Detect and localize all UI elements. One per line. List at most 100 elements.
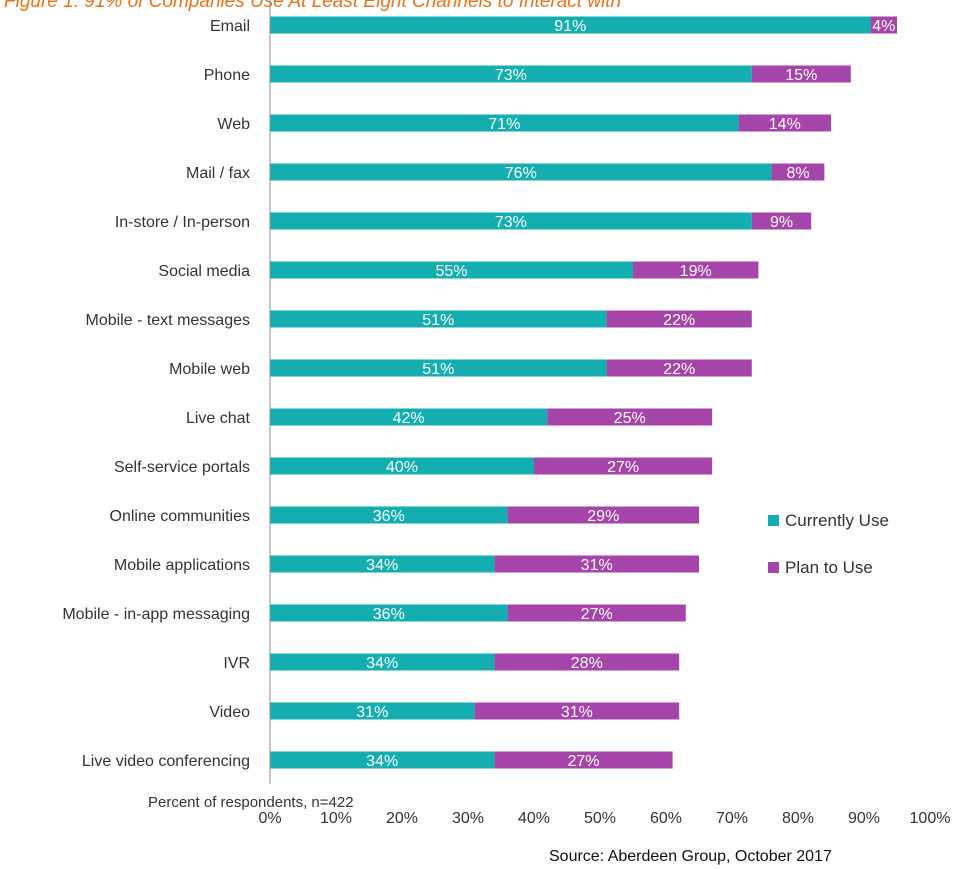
x-tick-label: 90% <box>848 810 880 827</box>
bar-plan-to-use <box>633 261 759 279</box>
data-label: 34% <box>366 557 398 574</box>
category-label: Mobile - in-app messaging <box>62 606 250 623</box>
bar-currently-use <box>270 702 475 720</box>
category-label: Mobile web <box>169 361 250 378</box>
data-label: 22% <box>663 312 695 329</box>
x-tick-labels: 0% 10% 20% 30% 40% 50% 60% 70% 80% 90% 100% <box>258 810 950 827</box>
category-label: Mobile applications <box>114 557 250 574</box>
x-tick-label: 80% <box>782 810 814 827</box>
data-label: 51% <box>422 312 454 329</box>
x-tick-label: 100% <box>910 810 951 827</box>
bar-plan-to-use <box>474 702 680 720</box>
legend-label-currently-use: Currently Use <box>785 511 889 530</box>
legend-swatch-plan-to-use <box>768 562 779 573</box>
bar-currently-use <box>270 408 548 426</box>
data-label: 4% <box>872 18 895 35</box>
category-label: Phone <box>204 67 250 84</box>
bar-currently-use <box>270 653 495 671</box>
category-labels: Email Phone Web Mail / fax In-store / In-per… <box>62 18 250 770</box>
category-label: In-store / In-person <box>115 214 250 231</box>
bar-currently-use <box>270 261 633 279</box>
bar-currently-use <box>270 114 739 132</box>
bar-plan-to-use <box>534 457 713 475</box>
bar-plan-to-use <box>738 114 831 132</box>
data-label: 31% <box>581 557 613 574</box>
legend: Currently Use Plan to Use <box>768 511 889 577</box>
data-label: 31% <box>561 704 593 721</box>
data-label: 73% <box>495 67 527 84</box>
data-label: 9% <box>770 214 793 231</box>
category-label: Social media <box>158 263 250 280</box>
bar-plan-to-use <box>771 163 825 181</box>
x-tick-label: 20% <box>386 810 418 827</box>
data-label: 31% <box>356 704 388 721</box>
category-label: Mail / fax <box>186 165 250 182</box>
data-label: 29% <box>587 508 619 525</box>
bar-plan-to-use <box>547 408 713 426</box>
bar-currently-use <box>270 604 508 622</box>
data-label: 34% <box>366 655 398 672</box>
data-label: 22% <box>663 361 695 378</box>
x-axis-title: Percent of respondents, n=422 <box>148 794 354 811</box>
x-tick-label: 50% <box>584 810 616 827</box>
data-label: 28% <box>571 655 603 672</box>
bar-plan-to-use <box>507 506 699 524</box>
bar-plan-to-use <box>751 212 812 230</box>
x-tick-label: 40% <box>518 810 550 827</box>
bar-currently-use <box>270 457 534 475</box>
source-note: Source: Aberdeen Group, October 2017 <box>549 848 832 865</box>
data-label: 15% <box>785 67 817 84</box>
bar-currently-use <box>270 16 871 34</box>
x-tick-label: 70% <box>716 810 748 827</box>
legend-label-plan-to-use: Plan to Use <box>785 558 873 577</box>
data-label: 27% <box>607 459 639 476</box>
data-label: 27% <box>567 753 599 770</box>
data-label: 27% <box>581 606 613 623</box>
category-label: Email <box>210 18 250 35</box>
bar-currently-use <box>270 506 508 524</box>
bar-plan-to-use <box>507 604 686 622</box>
legend-swatch-currently-use <box>768 515 779 526</box>
category-label: IVR <box>223 655 250 672</box>
data-label: 76% <box>505 165 537 182</box>
data-label: 36% <box>373 606 405 623</box>
data-label: 42% <box>393 410 425 427</box>
data-label: 71% <box>488 116 520 133</box>
data-label: 14% <box>769 116 801 133</box>
x-tick-label: 10% <box>320 810 352 827</box>
data-label: 40% <box>386 459 418 476</box>
category-label: Mobile - text messages <box>85 312 250 329</box>
category-label: Live video conferencing <box>82 753 250 770</box>
bar-currently-use <box>270 359 607 377</box>
data-label: 25% <box>614 410 646 427</box>
bar-currently-use <box>270 555 495 573</box>
x-tick-label: 60% <box>650 810 682 827</box>
chart-title: Figure 1: 91% of Companies Use At Least … <box>4 0 622 12</box>
data-label: 91% <box>554 18 586 35</box>
category-label: Live chat <box>186 410 251 427</box>
bar-plan-to-use <box>751 65 851 83</box>
data-label: 51% <box>422 361 454 378</box>
bar-plan-to-use <box>870 16 897 34</box>
data-label: 8% <box>786 165 809 182</box>
data-label: 19% <box>680 263 712 280</box>
bars-layer: 91% 4% 73% 15% 71% 14% 76% 8% 73% 9% 55% 19% 51% 22% 5… <box>270 16 897 770</box>
data-label: 73% <box>495 214 527 231</box>
data-label: 34% <box>366 753 398 770</box>
category-label: Video <box>209 704 250 721</box>
bar-currently-use <box>270 212 752 230</box>
bar-currently-use <box>270 310 607 328</box>
bar-currently-use <box>270 65 752 83</box>
x-tick-label: 30% <box>452 810 484 827</box>
bar-currently-use <box>270 751 495 769</box>
category-label: Self-service portals <box>114 459 250 476</box>
category-label: Web <box>217 116 250 133</box>
bar-plan-to-use <box>606 310 752 328</box>
bar-plan-to-use <box>494 653 680 671</box>
data-label: 55% <box>435 263 467 280</box>
bar-plan-to-use <box>494 555 699 573</box>
category-label: Online communities <box>110 508 251 525</box>
x-tick-label: 0% <box>258 810 281 827</box>
data-label: 36% <box>373 508 405 525</box>
